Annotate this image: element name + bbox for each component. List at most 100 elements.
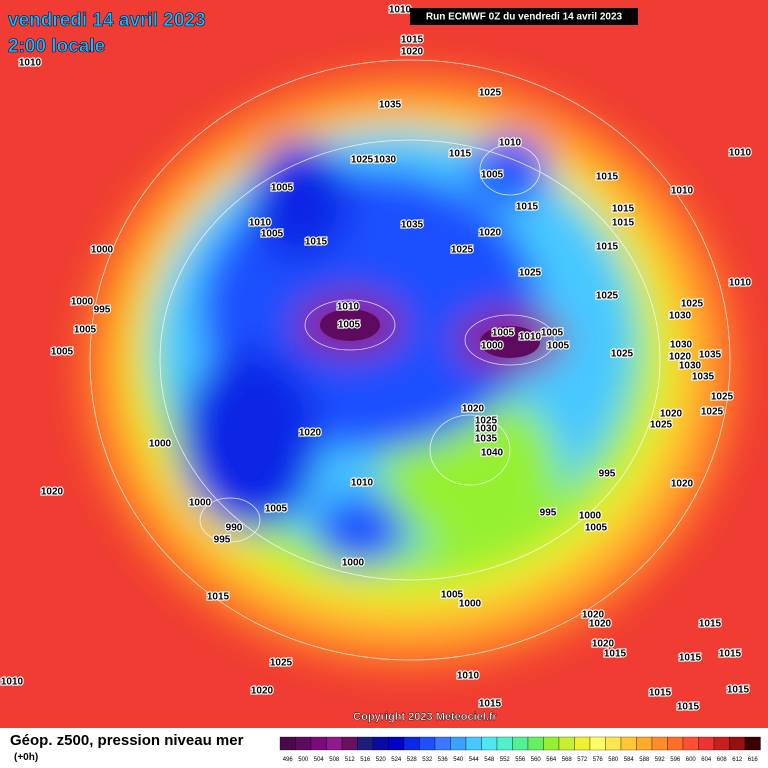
isobar-label: 1025	[519, 268, 542, 279]
isobar-label: 1015	[305, 237, 328, 248]
isobar-label: 1005	[271, 183, 294, 194]
isobar-label: 1015	[449, 149, 472, 160]
isobar-label: 1010	[729, 278, 752, 289]
isobar-label: 1005	[547, 341, 570, 352]
scale-label: 604	[701, 757, 712, 763]
isobar-label: 1015	[401, 35, 424, 46]
isobar-label: 1015	[479, 699, 502, 710]
isobar-label: 1020	[589, 619, 612, 630]
scale-swatch	[388, 736, 405, 751]
isobar-label: 1000	[459, 599, 482, 610]
scale-label: 596	[670, 757, 681, 763]
scale-swatch	[326, 736, 343, 751]
isobar-label: 1015	[649, 688, 672, 699]
scale-label: 516	[360, 757, 371, 763]
scale-label: 600	[686, 757, 697, 763]
color-scale: 496 500 504 508 512 516 520 524 528 532 536 540 544 5…	[279, 736, 761, 763]
isobar-label: 1035	[475, 434, 498, 445]
scale-swatch	[636, 736, 653, 751]
scale-label: 568	[562, 757, 573, 763]
scale-swatch	[698, 736, 715, 751]
isobar-label: 1015	[727, 685, 750, 696]
isobar-label: 1000	[149, 439, 172, 450]
footer-lead: (+0h)	[14, 752, 38, 763]
scale-label: 528	[407, 757, 418, 763]
isobar-label: 1015	[679, 653, 702, 664]
scale-swatch	[450, 736, 467, 751]
scale-label: 500	[298, 757, 309, 763]
isobar-label: 1005	[338, 320, 361, 331]
isobar-label: 1010	[337, 302, 360, 313]
scale-swatch	[419, 736, 436, 751]
scale-label: 612	[732, 757, 743, 763]
isobar-lines	[89, 59, 731, 661]
isobar-label: 1010	[351, 478, 374, 489]
scale-swatch	[651, 736, 668, 751]
scale-label: 588	[639, 757, 650, 763]
isobar-label: 1030	[670, 340, 693, 351]
scale-swatch	[465, 736, 482, 751]
scale-swatch	[589, 736, 606, 751]
scale-label: 540	[453, 757, 464, 763]
isobar-label: 1010	[457, 671, 480, 682]
isobar-label: 1035	[699, 350, 722, 361]
isobar-label: 1020	[462, 404, 485, 415]
scale-label: 532	[422, 757, 433, 763]
isobar-label: 1030	[374, 155, 397, 166]
scale-label: 524	[391, 757, 402, 763]
isobar-label: 1010	[519, 332, 542, 343]
scale-swatch	[543, 736, 560, 751]
isobar-label: 1010	[249, 218, 272, 229]
scale-swatch	[744, 736, 761, 751]
isobar-label: 1030	[669, 311, 692, 322]
isobar-label: 1000	[481, 341, 504, 352]
scale-label: 512	[345, 757, 356, 763]
isobar-label: 1020	[669, 352, 692, 363]
isobar-label: 1000	[579, 511, 602, 522]
run-info: Run ECMWF 0Z du vendredi 14 avril 2023	[426, 12, 623, 23]
isobar-label: 1015	[596, 242, 619, 253]
isobar-label: 1025	[451, 245, 474, 256]
scale-swatch	[729, 736, 746, 751]
isobar-label: 1010	[671, 186, 694, 197]
z500-field	[0, 0, 768, 728]
scale-swatch	[620, 736, 637, 751]
isobar-label: 1030	[679, 361, 702, 372]
scale-label: 552	[500, 757, 511, 763]
scale-swatch	[357, 736, 374, 751]
scale-swatch	[295, 736, 312, 751]
isobar-label: 1025	[681, 299, 704, 310]
scale-label: 544	[469, 757, 480, 763]
scale-label: 548	[484, 757, 495, 763]
scale-swatch	[558, 736, 575, 751]
isobar-label: 1020	[299, 428, 322, 439]
scale-label: 608	[717, 757, 728, 763]
run-box	[410, 8, 638, 25]
scale-label: 592	[655, 757, 666, 763]
isobar-label: 1020	[671, 479, 694, 490]
isobar-label: 1005	[261, 229, 284, 240]
isobar-label: 1015	[612, 204, 635, 215]
isobar-label: 1005	[585, 523, 608, 534]
scale-label: 560	[531, 757, 542, 763]
isobar-label: 1020	[592, 639, 615, 650]
isobar-label: 1000	[71, 297, 94, 308]
isobar-label: 1015	[207, 592, 230, 603]
scale-swatch	[574, 736, 591, 751]
scale-swatch	[403, 736, 420, 751]
scale-swatch	[341, 736, 358, 751]
map-date: vendredi 14 avril 2023	[8, 10, 206, 31]
isobar-label: 1035	[401, 220, 424, 231]
isobar-label: 1015	[596, 172, 619, 183]
isobar-label: 1025	[475, 416, 498, 427]
scale-swatch	[496, 736, 513, 751]
isobar-label: 1020	[401, 47, 424, 58]
isobar-label: 1025	[650, 420, 673, 431]
isobar-label: 1020	[582, 610, 605, 621]
isobar-label: 1025	[351, 155, 374, 166]
scale-label: 564	[546, 757, 557, 763]
isobar-label: 1025	[596, 291, 619, 302]
isobar-label: 1005	[441, 590, 464, 601]
scale-swatch	[527, 736, 544, 751]
